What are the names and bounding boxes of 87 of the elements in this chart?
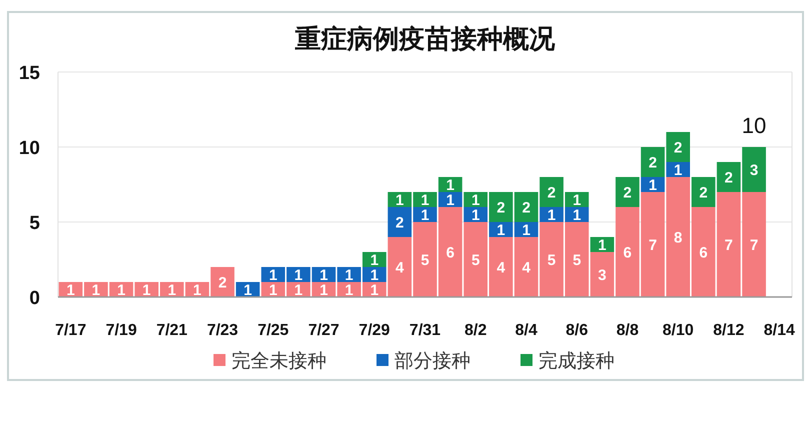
x-tick-label: 8/6 (566, 322, 588, 339)
data-label: 6 (699, 244, 708, 262)
data-label: 2 (674, 139, 682, 156)
data-label: 1 (92, 282, 100, 299)
data-label: 1 (370, 252, 379, 269)
legend-label: 完全未接种 (232, 350, 326, 372)
data-label: 1 (471, 206, 480, 224)
chart-title: 重症病例疫苗接种概况 (294, 23, 556, 54)
data-label: 1 (572, 206, 582, 224)
data-label: 1 (344, 282, 354, 299)
data-label: 1 (320, 266, 328, 284)
data-label: 2 (396, 214, 404, 232)
data-label: 1 (446, 176, 454, 194)
data-label: 7 (750, 236, 758, 254)
data-label: 2 (648, 154, 657, 172)
x-tick-label: 7/21 (156, 322, 188, 339)
data-label: 1 (268, 266, 278, 284)
data-label: 1 (496, 222, 506, 239)
data-label: 1 (446, 192, 454, 209)
total-label: 10 (742, 113, 766, 138)
y-tick-label: 10 (18, 138, 40, 159)
data-label: 1 (66, 282, 75, 299)
data-label: 7 (724, 236, 733, 254)
data-label: 5 (572, 252, 582, 269)
data-label: 5 (420, 252, 430, 269)
data-label: 1 (370, 282, 379, 299)
bar (616, 177, 640, 207)
data-label: 2 (699, 184, 708, 202)
data-label: 1 (370, 266, 379, 284)
data-label: 5 (471, 252, 480, 269)
x-tick-label: 8/8 (616, 322, 639, 339)
x-tick-label: 7/25 (258, 322, 289, 339)
bar (464, 207, 488, 222)
data-label: 6 (623, 244, 632, 262)
x-tick-label: 7/27 (308, 322, 340, 339)
data-label: 4 (396, 259, 405, 276)
x-tick-label: 8/14 (764, 322, 796, 339)
data-label: 7 (648, 236, 657, 254)
legend-label: 完成接种 (538, 350, 614, 372)
data-label: 5 (547, 252, 556, 269)
x-tick-label: 8/4 (515, 322, 538, 339)
x-tick-label: 8/10 (662, 322, 694, 339)
y-tick-label: 15 (18, 62, 40, 84)
data-label: 1 (420, 192, 430, 209)
data-label: 1 (268, 282, 278, 299)
y-tick-label: 0 (29, 288, 40, 309)
data-label: 2 (218, 274, 227, 292)
data-label: 1 (294, 266, 303, 284)
data-label: 1 (244, 282, 252, 299)
data-label: 1 (294, 282, 303, 299)
bar (666, 162, 690, 177)
y-tick-label: 5 (29, 212, 40, 234)
x-tick-label: 8/2 (464, 322, 487, 339)
data-label: 1 (344, 266, 354, 284)
data-label: 1 (420, 206, 430, 224)
x-tick-label: 7/19 (106, 322, 137, 339)
bar (362, 252, 386, 267)
data-label: 1 (522, 222, 530, 239)
x-tick-label: 7/17 (55, 322, 86, 339)
data-label: 2 (623, 184, 632, 202)
data-label: 1 (320, 282, 328, 299)
data-label: 1 (547, 206, 556, 224)
data-label: 6 (446, 244, 454, 262)
data-label: 2 (547, 184, 556, 202)
data-label: 1 (572, 192, 582, 209)
data-label: 1 (142, 282, 151, 299)
data-label: 2 (496, 199, 506, 216)
data-label: 3 (750, 162, 758, 179)
data-label: 3 (598, 266, 606, 284)
data-label: 8 (674, 229, 682, 246)
data-label: 1 (193, 282, 202, 299)
data-label: 1 (168, 282, 176, 299)
data-label: 1 (648, 176, 657, 194)
data-label: 1 (598, 236, 606, 254)
data-label: 1 (396, 192, 404, 209)
legend-label: 部分接种 (394, 350, 470, 372)
x-tick-label: 7/31 (409, 322, 441, 339)
data-label: 1 (471, 192, 480, 209)
data-label: 2 (522, 199, 530, 216)
x-tick-label: 7/23 (206, 322, 238, 339)
data-label: 1 (674, 162, 682, 179)
data-label: 4 (496, 259, 506, 276)
x-tick-label: 7/29 (358, 322, 390, 339)
x-tick-label: 8/12 (713, 322, 744, 339)
data-label: 1 (117, 282, 126, 299)
data-label: 4 (522, 259, 532, 276)
data-label: 2 (724, 169, 733, 186)
